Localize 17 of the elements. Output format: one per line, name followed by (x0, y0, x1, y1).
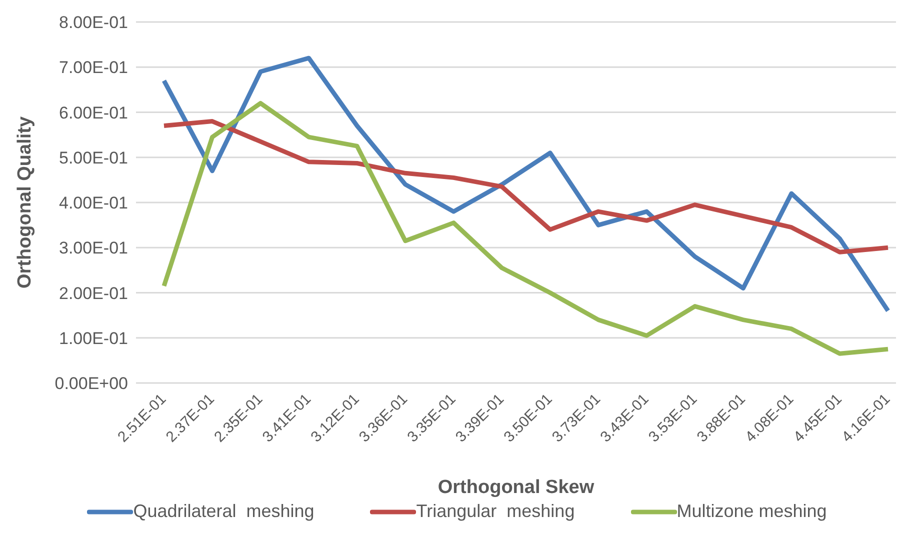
y-tick-label: 4.00E-01 (59, 194, 128, 213)
y-tick-label: 0.00E+00 (54, 374, 128, 394)
y-tick-label: 6.00E-01 (59, 103, 128, 122)
y-tick-label: 7.00E-01 (59, 58, 128, 78)
line-series (162, 56, 890, 314)
y-tick-label: 3.00E-01 (59, 238, 128, 258)
y-axis-title: Orthogonal Quality (14, 116, 36, 289)
legend-label: Triangular meshing (416, 501, 575, 522)
legend-label: Multizone meshing (676, 501, 827, 522)
y-tick-label: 5.00E-01 (59, 148, 128, 168)
y-tick-label: 2.00E-01 (59, 284, 128, 303)
y-tick-label: 8.00E-01 (59, 13, 128, 32)
line-series (162, 100, 890, 356)
legend-label: Quadrilateral meshing (133, 501, 314, 522)
x-axis-title: Orthogonal Skew (438, 477, 594, 498)
y-tick-label: 1.00E-01 (59, 328, 128, 348)
line-series (162, 119, 890, 254)
